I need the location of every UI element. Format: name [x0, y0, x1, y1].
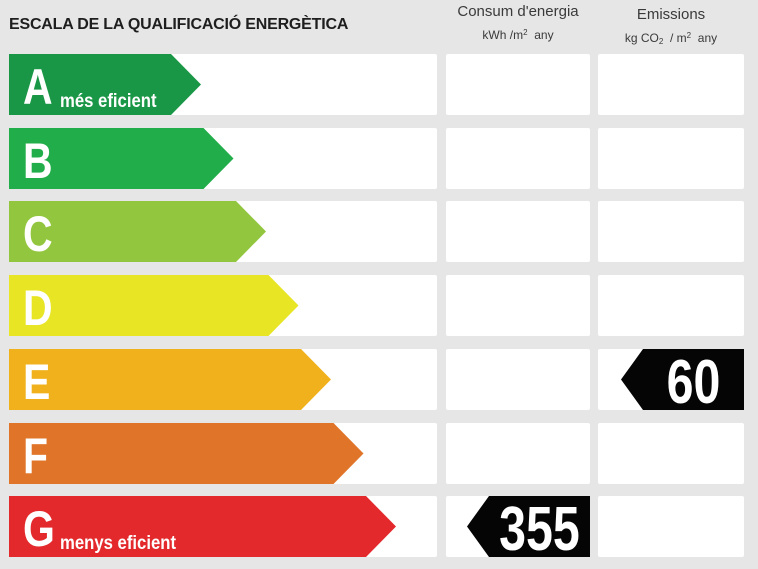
rating-letter-d: D — [23, 280, 53, 336]
consum-cell-f — [446, 423, 590, 484]
rating-letter-g: G — [23, 501, 55, 557]
emissions-header-label: Emissions — [636, 6, 706, 23]
rating-bar-b — [9, 128, 234, 189]
rating-letter-a: A — [23, 59, 53, 115]
rating-label-a: més eficient — [60, 90, 157, 111]
consum-cell-c — [446, 201, 590, 262]
rating-letter-b: B — [23, 133, 53, 189]
emissions-cell-a — [598, 54, 744, 115]
consum-header-unit: kWh /m2 any — [482, 28, 554, 42]
page-title: ESCALA DE LA QUALIFICACIÓ ENERGÈTICA — [9, 16, 349, 33]
emissions-column-header: Emissions kg CO2 / m2 any — [598, 6, 744, 50]
rating-bar-c — [9, 201, 266, 262]
consum-column-header: Consum d'energia kWh /m2 any — [446, 3, 590, 43]
emissions-header-unit: kg CO2 / m2 any — [624, 31, 718, 46]
rating-bar-f — [9, 423, 364, 484]
rating-letter-c: C — [23, 206, 53, 262]
emissions-cell-f — [598, 423, 744, 484]
emissions-value: 60 — [667, 347, 721, 416]
consum-header-label: Consum d'energia — [457, 3, 579, 20]
rating-letter-e: E — [23, 354, 50, 410]
consum-value: 355 — [499, 494, 580, 563]
emissions-cell-c — [598, 201, 744, 262]
consum-cell-b — [446, 128, 590, 189]
rating-label-g: menys eficient — [60, 532, 176, 553]
rating-bar-a — [9, 54, 201, 115]
emissions-marker — [621, 349, 744, 410]
consum-cell-a — [446, 54, 590, 115]
rating-letter-f: F — [23, 428, 48, 484]
rating-bar-e — [9, 349, 331, 410]
emissions-cell-b — [598, 128, 744, 189]
consum-marker — [467, 496, 590, 557]
consum-cell-d — [446, 275, 590, 336]
consum-cell-e — [446, 349, 590, 410]
emissions-cell-d — [598, 275, 744, 336]
emissions-cell-g — [598, 496, 744, 557]
rating-bar-d — [9, 275, 299, 336]
rating-bar-g — [9, 496, 396, 557]
